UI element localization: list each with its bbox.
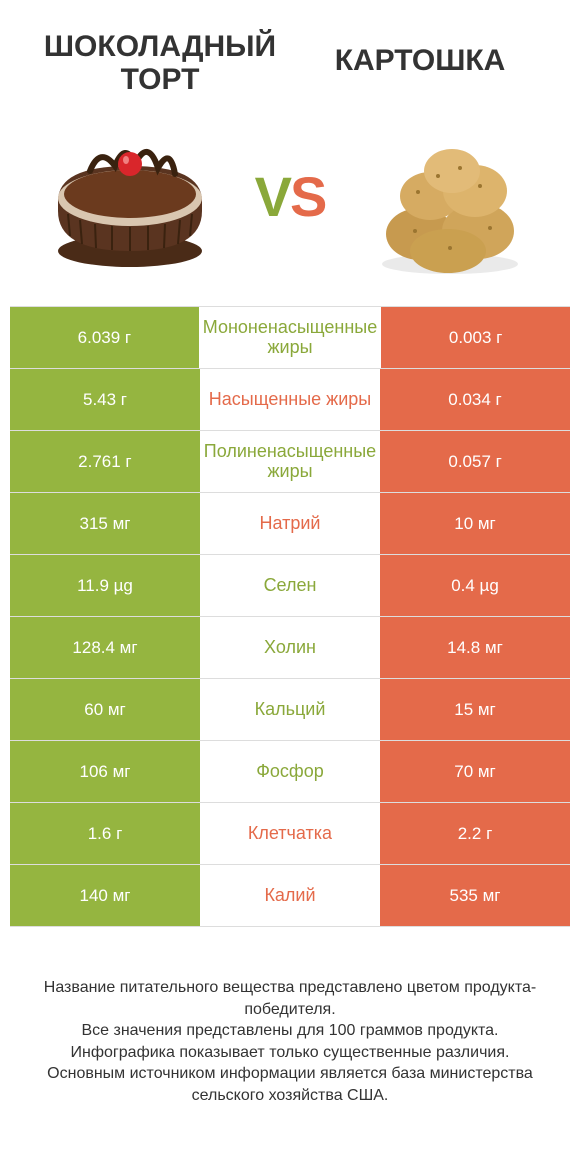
cell-right-value: 10 мг: [380, 493, 570, 554]
cell-nutrient-label: Натрий: [200, 493, 380, 554]
cell-right-value: 0.057 г: [380, 431, 570, 492]
cell-right-value: 0.003 г: [381, 307, 570, 368]
table-row: 60 мгКальций15 мг: [10, 679, 570, 741]
cell-left-value: 6.039 г: [10, 307, 199, 368]
cell-nutrient-label: Селен: [200, 555, 380, 616]
table-row: 2.761 гПолиненасыщенные жиры0.057 г: [10, 431, 570, 493]
cell-nutrient-label: Фосфор: [200, 741, 380, 802]
comparison-table: 6.039 гМононенасыщенные жиры0.003 г5.43 …: [10, 306, 570, 927]
cell-right-value: 535 мг: [380, 865, 570, 926]
cell-nutrient-label: Холин: [200, 617, 380, 678]
cell-left-value: 1.6 г: [10, 803, 200, 864]
table-row: 106 мгФосфор70 мг: [10, 741, 570, 803]
cell-right-value: 70 мг: [380, 741, 570, 802]
table-row: 1.6 гКлетчатка2.2 г: [10, 803, 570, 865]
cell-left-value: 11.9 µg: [10, 555, 200, 616]
cell-nutrient-label: Насыщенные жиры: [200, 369, 380, 430]
cell-right-value: 0.034 г: [380, 369, 570, 430]
cell-left-value: 315 мг: [10, 493, 200, 554]
footer-line: Инфографика показывает только существенн…: [20, 1042, 560, 1064]
images-row: VS: [0, 106, 580, 306]
footer-line: Название питательного вещества представл…: [20, 977, 560, 1020]
vs-label: VS: [255, 164, 326, 229]
cell-left-value: 5.43 г: [10, 369, 200, 430]
title-left: ШОКОЛАДНЫЙ ТОРТ: [30, 30, 290, 96]
table-row: 11.9 µgСелен0.4 µg: [10, 555, 570, 617]
cell-right-value: 15 мг: [380, 679, 570, 740]
potato-icon: [360, 116, 540, 276]
cell-left-value: 60 мг: [10, 679, 200, 740]
footer-line: Основным источником информации является …: [20, 1063, 560, 1106]
cell-nutrient-label: Кальций: [200, 679, 380, 740]
cell-left-value: 128.4 мг: [10, 617, 200, 678]
table-row: 140 мгКалий535 мг: [10, 865, 570, 927]
table-row: 5.43 гНасыщенные жиры0.034 г: [10, 369, 570, 431]
title-right: КАРТОШКА: [290, 30, 550, 77]
table-row: 128.4 мгХолин14.8 мг: [10, 617, 570, 679]
footer-text: Название питательного вещества представл…: [0, 927, 580, 1127]
cell-nutrient-label: Калий: [200, 865, 380, 926]
vs-s: S: [290, 165, 325, 228]
cell-right-value: 0.4 µg: [380, 555, 570, 616]
cell-nutrient-label: Клетчатка: [200, 803, 380, 864]
cell-right-value: 14.8 мг: [380, 617, 570, 678]
cell-nutrient-label: Полиненасыщенные жиры: [200, 431, 380, 492]
cell-right-value: 2.2 г: [380, 803, 570, 864]
footer-line: Все значения представлены для 100 граммо…: [20, 1020, 560, 1042]
cake-icon: [40, 116, 220, 276]
table-row: 6.039 гМононенасыщенные жиры0.003 г: [10, 307, 570, 369]
cell-left-value: 106 мг: [10, 741, 200, 802]
cell-left-value: 2.761 г: [10, 431, 200, 492]
cell-left-value: 140 мг: [10, 865, 200, 926]
vs-v: V: [255, 165, 290, 228]
table-row: 315 мгНатрий10 мг: [10, 493, 570, 555]
cell-nutrient-label: Мононенасыщенные жиры: [199, 307, 381, 368]
